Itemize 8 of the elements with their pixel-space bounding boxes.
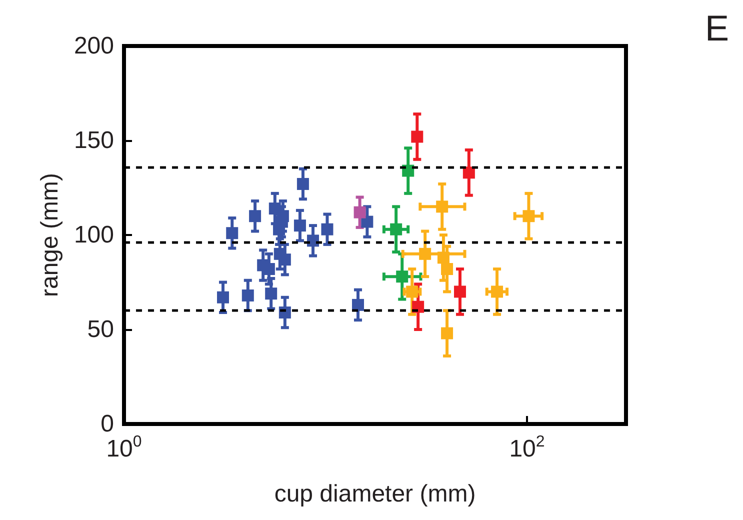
y-tick-label: 50 [87,316,114,343]
y-tick-label: 150 [74,127,114,154]
y-tick-label: 200 [74,32,114,60]
text: E [704,8,730,48]
y-tick-label: 100 [74,222,114,248]
y-axis-title: range (mm) [36,172,64,298]
y-tick-label: 0 [100,410,114,438]
x-axis-title: cup diameter (mm) [274,480,476,508]
